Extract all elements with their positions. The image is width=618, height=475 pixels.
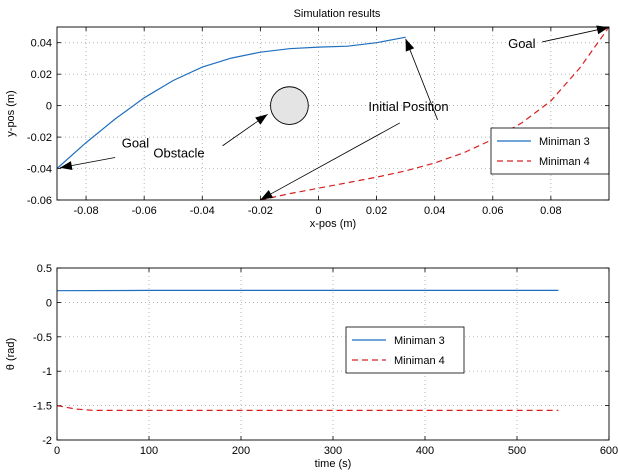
plot-area [57,268,609,440]
figure-title: Simulation results [294,8,381,20]
trajectory-plot: -0.08 -0.06 -0.04 -0.02 0 0.02 0.04 0.06 0.08 -0.… [5,25,610,230]
y-tick-label: -1.5 [33,401,52,413]
x-tick-label: 0 [315,205,321,217]
annotation-arrowhead-obstacle [255,114,268,125]
x-tick-label: 0 [54,445,60,457]
y-tick-label: -0.04 [27,164,52,176]
series-line-1 [56,36,406,169]
annotation-arrowhead-initial2 [260,190,274,200]
x-tick-label: -0.06 [132,205,157,217]
x-tick-label: 600 [600,445,618,457]
annotation-text-obstacle: Obstacle [153,146,204,161]
legend-label-2: Miniman 4 [539,156,590,168]
x-tick-label: 0.08 [540,205,561,217]
x-tick-label: 0.06 [482,205,503,217]
annotation-text-goal1: Goal [122,135,150,150]
legend-box [345,326,465,374]
plot-frame [56,26,610,201]
y-tick-label: -0.02 [27,132,52,144]
y-tick-label: -0.5 [33,332,52,344]
y-tick-label: -2 [42,435,52,447]
x-tick-label: 200 [232,445,250,457]
series-line-2 [260,26,610,201]
annotation-text-initial: Initial Position [368,99,448,114]
legend-label-2: Miniman 4 [394,355,445,367]
annotation-line-initial [405,38,438,120]
y-tick-label: -1 [42,366,52,378]
x-tick-label: 0.02 [366,205,387,217]
y-axis-label: y-pos (m) [5,90,17,136]
y-tick-label: 0 [46,101,52,113]
y-tick-label: 0.02 [31,69,52,81]
x-tick-label: 500 [508,445,526,457]
series-line-2 [56,405,559,411]
legend-label-1: Miniman 3 [539,136,590,148]
annotation-arrowhead-goal2 [596,25,609,35]
x-tick-label: -0.04 [190,205,215,217]
plot-frame [56,267,610,441]
x-axis-label: time (s) [315,458,352,470]
x-tick-label: -0.02 [248,205,273,217]
x-axis-label: x-pos (m) [310,218,356,230]
obstacle-circle [270,86,309,125]
legend-label-1: Miniman 3 [394,335,445,347]
x-tick-label: 0.04 [424,205,445,217]
y-tick-label: -0.06 [27,195,52,207]
y-tick-label: 0.5 [37,263,52,275]
annotation-text-goal2: Goal [508,36,536,51]
heading-plot: 0 100 200 300 400 500 600 -2 -1.5 -1 -0.5 0 0.5 time … [5,263,618,470]
x-tick-label: 100 [140,445,158,457]
x-tick-label: 300 [324,445,342,457]
annotation-line-initial2 [260,122,401,201]
y-tick-label: 0 [46,297,52,309]
y-axis-label: θ (rad) [5,338,17,370]
x-tick-label: -0.08 [74,205,99,217]
annotation-arrowhead-goal1 [59,161,73,170]
annotation-arrowhead-initial [405,38,415,52]
x-tick-label: 400 [416,445,434,457]
y-tick-label: 0.04 [31,38,52,50]
